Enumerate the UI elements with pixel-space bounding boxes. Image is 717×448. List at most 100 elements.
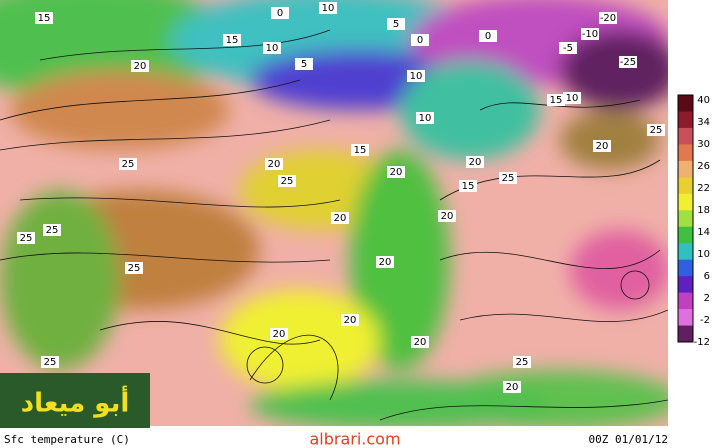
contour-label: 25 [128,263,141,274]
contour-label: 25 [20,233,33,244]
contour-label-box [270,328,288,340]
contour-label: 20 [469,157,482,168]
contour-label: 20 [344,315,357,326]
contour-label-box [376,256,394,268]
colorbar-label: 30 [697,139,710,150]
colorbar-label: 18 [697,205,710,216]
contour-label-box [479,30,497,42]
colorbar: 40 34 30 26 22 18 14 10 6 2 -2 -12 [677,94,710,348]
colorbar-swatch [678,276,693,294]
contour-label: 15 [354,145,367,156]
colorbar-frame [677,94,694,343]
logo-box [0,373,150,428]
contour-label-box [619,56,637,68]
contour-label: 0 [417,35,423,46]
contour-label: 20 [414,337,427,348]
contour-label: 15 [462,181,475,192]
contour-label: 20 [273,329,286,340]
contour-label: 15 [226,35,239,46]
contour-label: 5 [393,19,399,30]
colorbar-swatch [678,259,693,277]
contour-label: 25 [502,173,515,184]
colorbar-label: 14 [697,227,710,238]
contour-label-box [503,381,521,393]
contour-label: 25 [516,357,529,368]
contour-label: 15 [38,13,51,24]
contour-label: -25 [620,57,636,68]
contour-label-box [593,140,611,152]
contour-label-box [271,7,289,19]
colorbar-swatch [678,243,693,261]
contour-label-box [263,42,281,54]
contour-label: 25 [650,125,663,136]
contour-label: 10 [419,113,432,124]
contour-label-box [647,124,665,136]
colorbar-swatch [678,325,693,343]
colorbar-label: 26 [697,161,710,172]
contour-label-box [466,156,484,168]
streamlines [0,29,668,421]
contour-label: -20 [600,13,616,24]
colorbar-swatch [678,95,693,112]
colorbar-label: 22 [697,183,710,194]
contour-label: 20 [441,211,454,222]
colorbar-swatch [678,111,693,129]
contour-label-box [407,70,425,82]
contour-label-box [119,158,137,170]
contour-label-box [387,166,405,178]
contour-label-box [41,356,59,368]
contour-label-box [295,58,313,70]
colorbar-swatch [678,193,693,211]
contour-label-box [265,158,283,170]
colorbar-swatch [678,177,693,195]
colorbar-swatch [678,144,693,162]
contour-label: -5 [563,43,573,54]
colorbar-label: 2 [704,293,710,304]
colorbar-label: 34 [697,117,710,128]
contour-label-box [581,28,599,40]
contour-label: 15 [550,95,563,106]
contour-label: 10 [410,71,423,82]
timestamp: 00Z 01/01/12 [589,433,668,446]
contour-label-box [559,42,577,54]
contour-label: 20 [134,61,147,72]
contour-label-box [351,144,369,156]
contour-label-box [223,34,241,46]
contour-label-box [547,94,565,106]
contour-label-box [341,314,359,326]
contour-label-box [563,92,581,104]
contour-label-box [599,12,617,24]
contour-label-box [513,356,531,368]
contour-label: 0 [485,31,491,42]
contour-label-box [17,232,35,244]
colorbar-label: 10 [697,249,710,260]
contour-label: 25 [281,176,294,187]
contour-label: 5 [301,59,307,70]
contour-label: 0 [277,8,283,19]
colorbar-swatch [678,226,693,244]
colorbar-swatch [678,309,693,327]
contour-label-box [416,112,434,124]
contour-label-box [411,336,429,348]
contour-label-box [278,175,296,187]
colorbar-label: -12 [694,337,710,348]
contour-label-box [411,34,429,46]
contour-label-box [331,212,349,224]
contour-label: -10 [582,29,598,40]
contour-label: 20 [390,167,403,178]
contour-label: 25 [44,357,57,368]
contour-label: 10 [266,43,279,54]
watermark: albrari.com [309,430,400,448]
contour-label: 20 [596,141,609,152]
contour-label: 20 [268,159,281,170]
contour-label-box [499,172,517,184]
contour-label-box [438,210,456,222]
contour-label-box [43,224,61,236]
map-title: Sfc temperature (C) [4,433,130,446]
contour-label-box [319,2,337,14]
contour-label: 20 [506,382,519,393]
colorbar-label: 6 [704,271,710,282]
colorbar-swatch [678,160,693,178]
